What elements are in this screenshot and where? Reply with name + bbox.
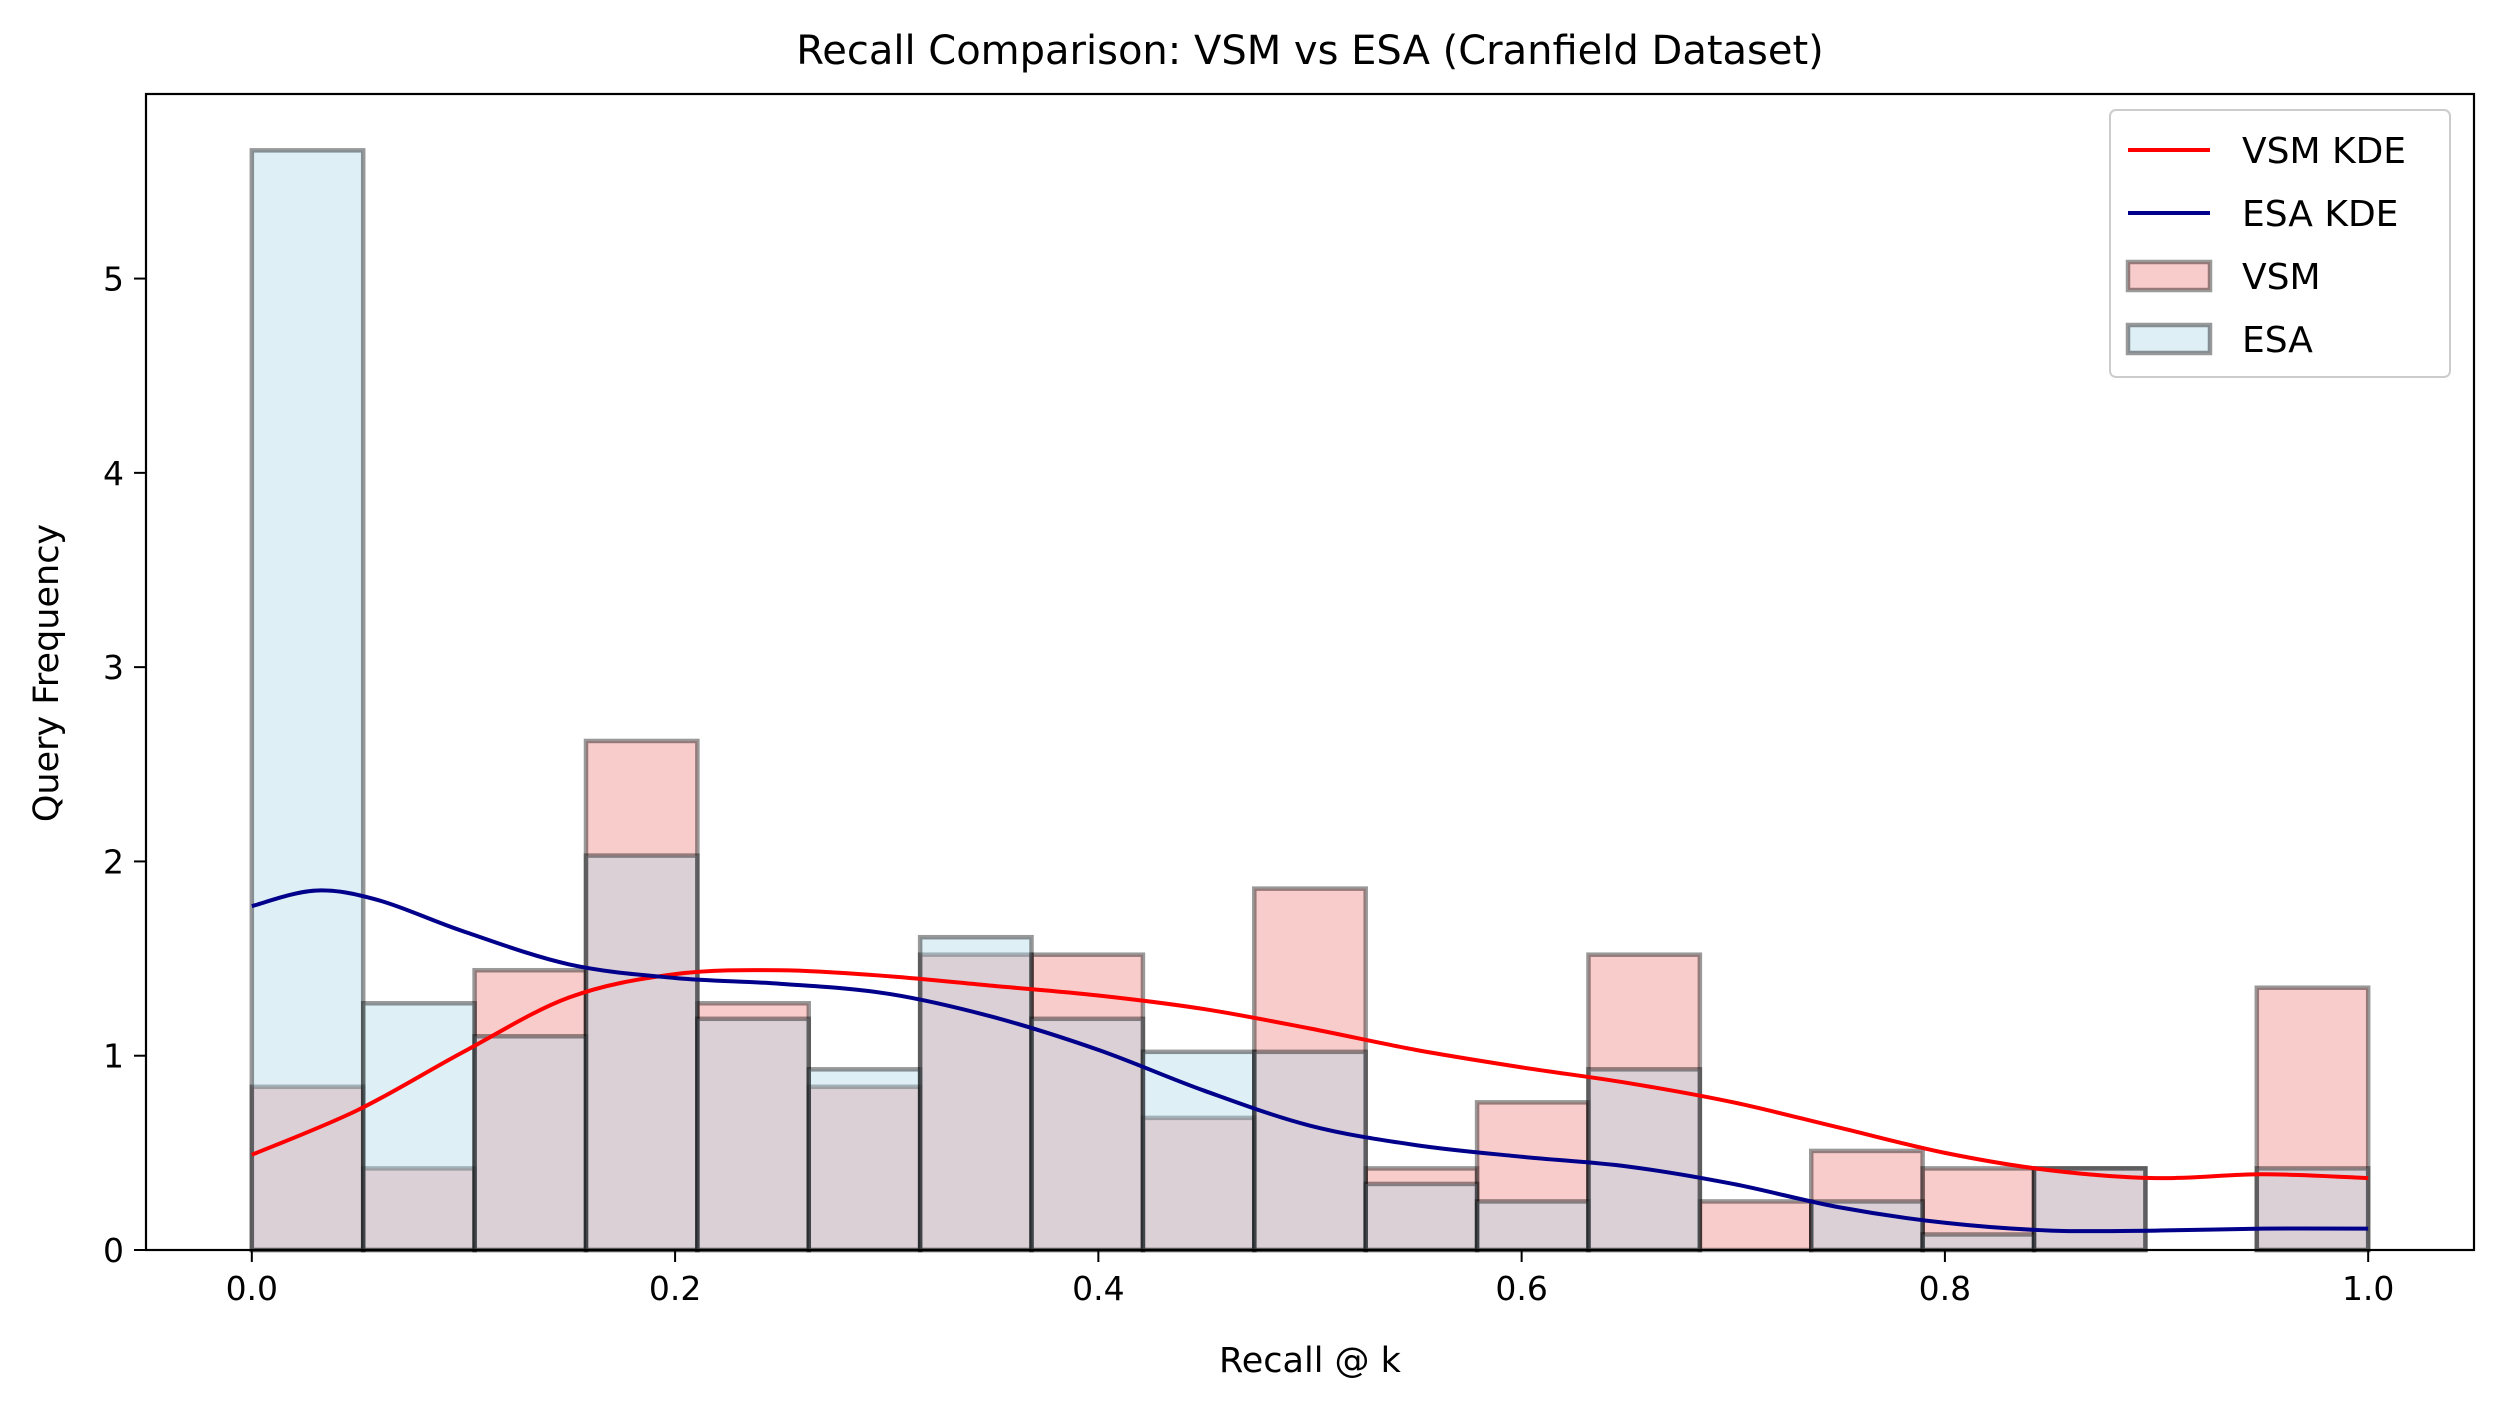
vsm-kde-line bbox=[251, 968, 2369, 1181]
vsm-bar bbox=[1920, 1166, 2037, 1253]
vsm-bar bbox=[2031, 1166, 2148, 1253]
x-tick-label: 0.8 bbox=[1919, 1269, 1971, 1308]
x-tick-label: 0.6 bbox=[1495, 1269, 1547, 1308]
esa-bar bbox=[360, 1001, 477, 1253]
x-tick-label: 0.0 bbox=[226, 1269, 278, 1308]
esa-bar bbox=[472, 1034, 589, 1253]
x-axis-label: Recall @ k bbox=[1219, 1341, 1402, 1381]
legend-label: ESA bbox=[2242, 320, 2313, 361]
vsm-bar bbox=[1252, 886, 1368, 1253]
esa-bar bbox=[1029, 1016, 1146, 1253]
vsm-bar bbox=[360, 1166, 477, 1253]
legend-label: ESA KDE bbox=[2242, 194, 2398, 235]
vsm-bar bbox=[2254, 985, 2371, 1253]
x-tick-label: 0.2 bbox=[649, 1269, 701, 1308]
legend-label: VSM KDE bbox=[2242, 131, 2406, 172]
esa-bar bbox=[806, 1067, 923, 1253]
legend-swatch-esa bbox=[2125, 322, 2213, 356]
esa-bar bbox=[2254, 1166, 2371, 1253]
legend-swatch-vsm bbox=[2125, 259, 2213, 293]
vsm-bar bbox=[1697, 1199, 1814, 1253]
axes-frame bbox=[144, 92, 2476, 1252]
y-tick-label: 1 bbox=[103, 1037, 124, 1076]
y-tick-label: 5 bbox=[103, 260, 124, 299]
esa-bar bbox=[1363, 1181, 1480, 1253]
x-tick-label: 1.0 bbox=[2342, 1269, 2394, 1308]
esa-histogram bbox=[249, 148, 2371, 1253]
esa-bar bbox=[1920, 1232, 2037, 1253]
esa-bar bbox=[1586, 1067, 1703, 1253]
esa-bar bbox=[1140, 1049, 1257, 1253]
esa-bar bbox=[583, 853, 700, 1253]
vsm-bar bbox=[1808, 1148, 1925, 1253]
esa-bar bbox=[2031, 1166, 2148, 1253]
plot-area: 0.0 0.2 0.4 0.6 0.8 1.0 0 1 2 3 4 5 bbox=[103, 92, 2476, 1308]
x-tick-label: 0.4 bbox=[1072, 1269, 1124, 1308]
y-tick-label: 3 bbox=[103, 648, 124, 687]
vsm-bar bbox=[1474, 1100, 1591, 1253]
y-axis-label: Query Frequency bbox=[27, 524, 67, 822]
esa-bar bbox=[1252, 1049, 1368, 1253]
y-tick-label: 0 bbox=[103, 1231, 124, 1270]
vsm-bar bbox=[1140, 1115, 1257, 1253]
legend: VSM KDE ESA KDE VSM ESA bbox=[2109, 109, 2451, 378]
esa-bar bbox=[1808, 1199, 1925, 1253]
chart-title: Recall Comparison: VSM vs ESA (Cranfield… bbox=[796, 28, 1824, 74]
esa-bar bbox=[695, 1016, 812, 1253]
vsm-bar bbox=[1029, 952, 1146, 1253]
y-tick-label: 4 bbox=[103, 454, 124, 493]
y-tick-label: 2 bbox=[103, 842, 124, 881]
legend-box bbox=[2109, 109, 2451, 378]
esa-bar bbox=[1474, 1199, 1591, 1253]
esa-kde-line bbox=[251, 888, 2369, 1234]
vsm-bar bbox=[1586, 952, 1703, 1253]
legend-label: VSM bbox=[2242, 257, 2321, 298]
esa-bar bbox=[249, 148, 366, 1253]
